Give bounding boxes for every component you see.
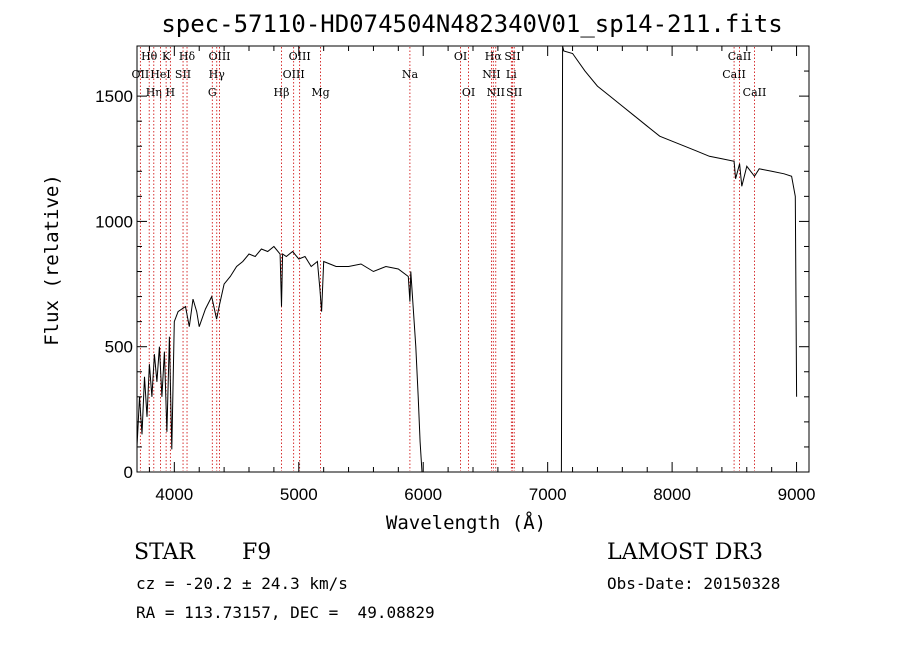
x-tick-label: 5000 [280, 485, 318, 504]
line-marker-label: NII [487, 86, 505, 99]
sky-coordinates: RA = 113.73157, DEC = 49.08829 [136, 603, 435, 622]
line-marker-label: Na [402, 68, 419, 81]
x-axis-label: Wavelength (Å) [386, 511, 546, 534]
line-marker-label: NII [482, 68, 500, 81]
line-marker-label: SII [504, 50, 520, 63]
line-marker-label: Hα [485, 50, 503, 63]
line-marker-label: OI [454, 50, 467, 63]
object-subclass: F9 [242, 540, 272, 565]
line-marker-label: SII [175, 68, 191, 81]
line-marker-label: CaII [722, 68, 746, 81]
line-marker-label: CaII [728, 50, 752, 63]
y-tick-label: 1500 [95, 87, 133, 106]
line-marker-label: OIII [289, 50, 311, 63]
x-axis-ticks: 4000 5000 6000 7000 8000 9000 [148, 46, 816, 504]
line-marker-label: K [162, 50, 171, 63]
observation-date: Obs-Date: 20150328 [607, 574, 781, 593]
x-tick-label: 4000 [155, 485, 193, 504]
line-marker-label: Hθ [141, 50, 158, 63]
line-marker-label: Hη [146, 86, 162, 99]
survey-name: LAMOST DR3 [607, 540, 763, 565]
y-axis-label: Flux (relative) [41, 174, 63, 346]
x-tick-label: 7000 [529, 485, 567, 504]
y-tick-label: 500 [105, 338, 133, 357]
plot-frame [136, 45, 810, 473]
x-tick-label: 6000 [404, 485, 442, 504]
line-marker-label: CaII [743, 86, 767, 99]
x-tick-label: 9000 [778, 485, 816, 504]
line-marker-label: OI [462, 86, 475, 99]
line-marker-label: Mg [311, 86, 329, 99]
line-marker-label: OIII [208, 50, 230, 63]
line-marker-label: OII [132, 68, 150, 81]
line-marker-label: Li [506, 68, 517, 81]
y-tick-label: 0 [124, 463, 133, 482]
x-tick-label: 8000 [653, 485, 691, 504]
chart-title: spec-57110-HD074504N482340V01_sp14-211.f… [161, 10, 782, 38]
line-marker-label: Hβ [274, 86, 290, 99]
line-marker-label: HeI [150, 68, 170, 81]
y-tick-label: 1000 [95, 212, 133, 231]
line-markers: Hθ OII Hη HeI K H SII Hδ G Hγ OIII Hβ OIII OIII Mg Na OI… [132, 47, 767, 471]
object-class: STAR [134, 540, 195, 565]
line-marker-label: Hδ [179, 50, 196, 63]
line-marker-label: Hγ [209, 68, 226, 81]
line-marker-label: G [208, 86, 217, 99]
line-marker-label: H [166, 86, 176, 99]
redshift-cz: cz = -20.2 ± 24.3 km/s [136, 574, 348, 593]
y-axis-ticks: 0 500 1000 1500 [95, 45, 809, 482]
line-marker-label: SII [506, 86, 522, 99]
line-marker-label: OIII [283, 68, 305, 81]
spectrum-line [136, 45, 798, 473]
